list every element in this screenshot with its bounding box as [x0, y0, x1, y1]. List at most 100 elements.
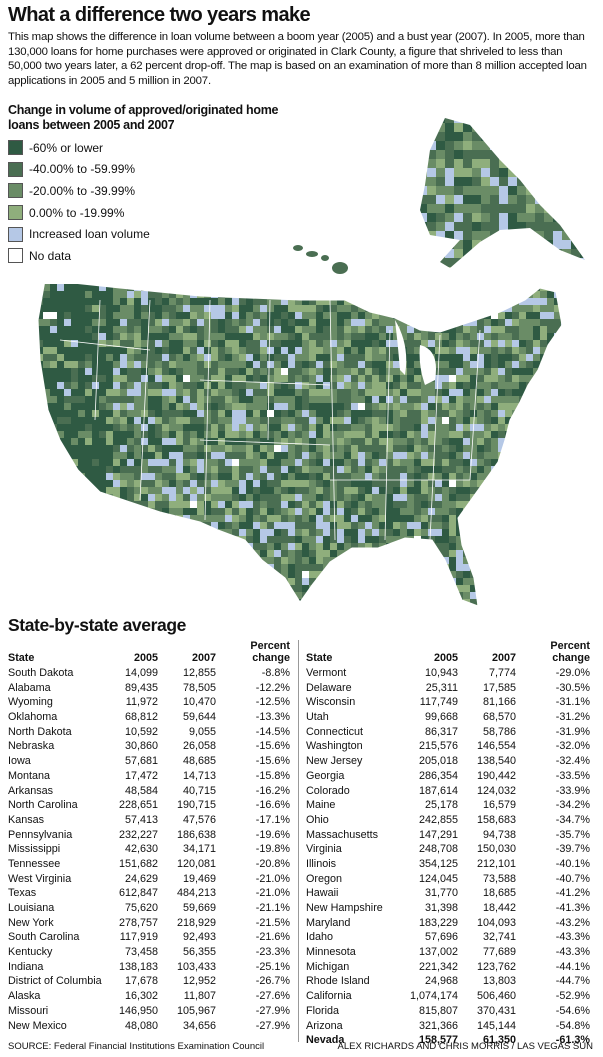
county — [449, 515, 456, 522]
county — [148, 431, 155, 438]
county — [547, 396, 554, 403]
county — [141, 585, 148, 592]
county — [498, 438, 505, 445]
county — [92, 445, 99, 452]
county — [281, 361, 288, 368]
county — [484, 354, 491, 361]
county — [127, 375, 134, 382]
county — [92, 382, 99, 389]
county — [526, 487, 533, 494]
county — [358, 473, 365, 480]
county — [449, 501, 456, 508]
county — [162, 501, 169, 508]
county — [505, 592, 512, 599]
map — [37, 118, 585, 613]
county — [288, 375, 295, 382]
table-cell: Connecticut — [306, 725, 364, 738]
county — [477, 543, 484, 550]
county — [393, 389, 400, 396]
county — [351, 312, 358, 319]
county — [323, 543, 330, 550]
table-cell: 68,570 — [482, 711, 516, 724]
county — [477, 361, 484, 368]
county — [71, 501, 78, 508]
county — [481, 267, 490, 268]
county — [533, 424, 540, 431]
county — [162, 347, 169, 354]
county — [421, 494, 428, 501]
county — [288, 494, 295, 501]
county — [78, 424, 85, 431]
table-cell: Montana — [8, 769, 51, 782]
county — [246, 417, 253, 424]
county — [330, 319, 337, 326]
county — [540, 438, 547, 445]
county — [197, 529, 204, 536]
county — [365, 410, 372, 417]
county — [561, 445, 562, 452]
county — [120, 340, 127, 347]
county — [526, 515, 533, 522]
county — [309, 487, 316, 494]
county — [561, 536, 562, 543]
county — [148, 473, 155, 480]
county — [57, 522, 64, 529]
county — [491, 557, 498, 564]
table-cell: 18,442 — [482, 902, 516, 914]
table-cell: Indiana — [8, 960, 44, 973]
county — [512, 480, 519, 487]
county — [106, 340, 113, 347]
county — [508, 186, 517, 195]
county — [498, 543, 505, 550]
county — [393, 438, 400, 445]
table-cell: 14,713 — [182, 769, 216, 782]
table-cell: Hawaii — [306, 887, 339, 900]
county — [463, 291, 470, 298]
county — [106, 291, 113, 298]
county — [427, 204, 436, 213]
county — [463, 564, 470, 571]
table-cell: Alaska — [8, 990, 41, 1003]
county — [379, 333, 386, 340]
county — [407, 291, 414, 298]
county — [176, 501, 183, 508]
county — [253, 585, 260, 592]
county — [421, 557, 428, 564]
county — [190, 347, 197, 354]
county — [260, 424, 267, 431]
county — [407, 550, 414, 557]
county — [204, 585, 211, 592]
table-row: Mississippi 42,630 34,171 -19.8% — [8, 842, 290, 857]
county — [274, 438, 281, 445]
county — [253, 557, 260, 564]
county — [106, 466, 113, 473]
county — [365, 501, 372, 508]
county — [50, 298, 57, 305]
county — [127, 389, 134, 396]
county — [477, 445, 484, 452]
county — [281, 487, 288, 494]
county — [540, 557, 547, 564]
county — [302, 326, 309, 333]
county — [127, 480, 134, 487]
county — [267, 389, 274, 396]
county — [176, 382, 183, 389]
county — [99, 361, 106, 368]
county — [414, 382, 421, 389]
county — [211, 326, 218, 333]
county — [267, 494, 274, 501]
county — [365, 417, 372, 424]
county — [43, 361, 50, 368]
county — [472, 213, 481, 222]
county — [316, 298, 323, 305]
county — [113, 515, 120, 522]
county — [323, 487, 330, 494]
county — [218, 473, 225, 480]
county — [561, 487, 562, 494]
county — [427, 141, 436, 150]
county — [155, 606, 162, 613]
county — [470, 417, 477, 424]
county — [71, 298, 78, 305]
county — [169, 606, 176, 613]
county — [225, 599, 232, 606]
